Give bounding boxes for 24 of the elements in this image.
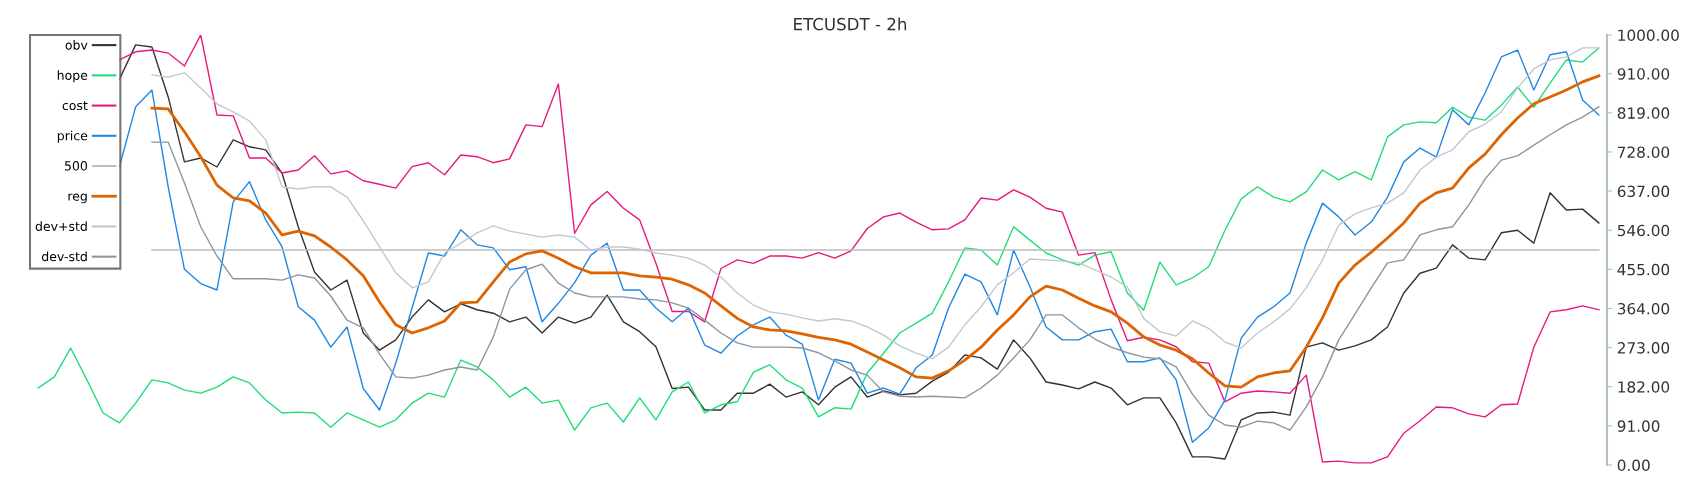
line-series bbox=[150, 74, 1601, 389]
legend-label: dev+std bbox=[35, 221, 87, 232]
chart-title: ETCUSDT - 2h bbox=[794, 17, 907, 31]
y-tick-label: 91.00 bbox=[1617, 420, 1660, 432]
y-tick-label: 728.00 bbox=[1617, 146, 1670, 158]
legend-label: dev-std bbox=[41, 251, 87, 262]
y-tick-label: 182.00 bbox=[1618, 381, 1670, 393]
y-tick-label: 819.00 bbox=[1617, 107, 1670, 119]
y-tick-label: 910.00 bbox=[1617, 68, 1670, 80]
legend-label: 500 bbox=[64, 161, 88, 171]
line-series bbox=[151, 106, 1600, 431]
y-tick-label: 273.00 bbox=[1617, 342, 1670, 354]
y-tick-label: 637.00 bbox=[1617, 185, 1670, 198]
legend-label: hope bbox=[57, 70, 88, 83]
y-tick-label: 546.00 bbox=[1617, 224, 1670, 237]
y-tick-label: 455.00 bbox=[1617, 263, 1670, 276]
y-tick-label: 0.00 bbox=[1617, 459, 1650, 472]
y-tick-label: 1000.00 bbox=[1618, 29, 1679, 42]
legend-label: cost bbox=[62, 101, 88, 111]
y-tick-label: 364.00 bbox=[1617, 302, 1670, 315]
legend-label: reg bbox=[68, 193, 87, 204]
legend-label: price bbox=[57, 130, 88, 143]
line-series bbox=[151, 47, 1600, 360]
legend-label: obv bbox=[65, 40, 88, 50]
